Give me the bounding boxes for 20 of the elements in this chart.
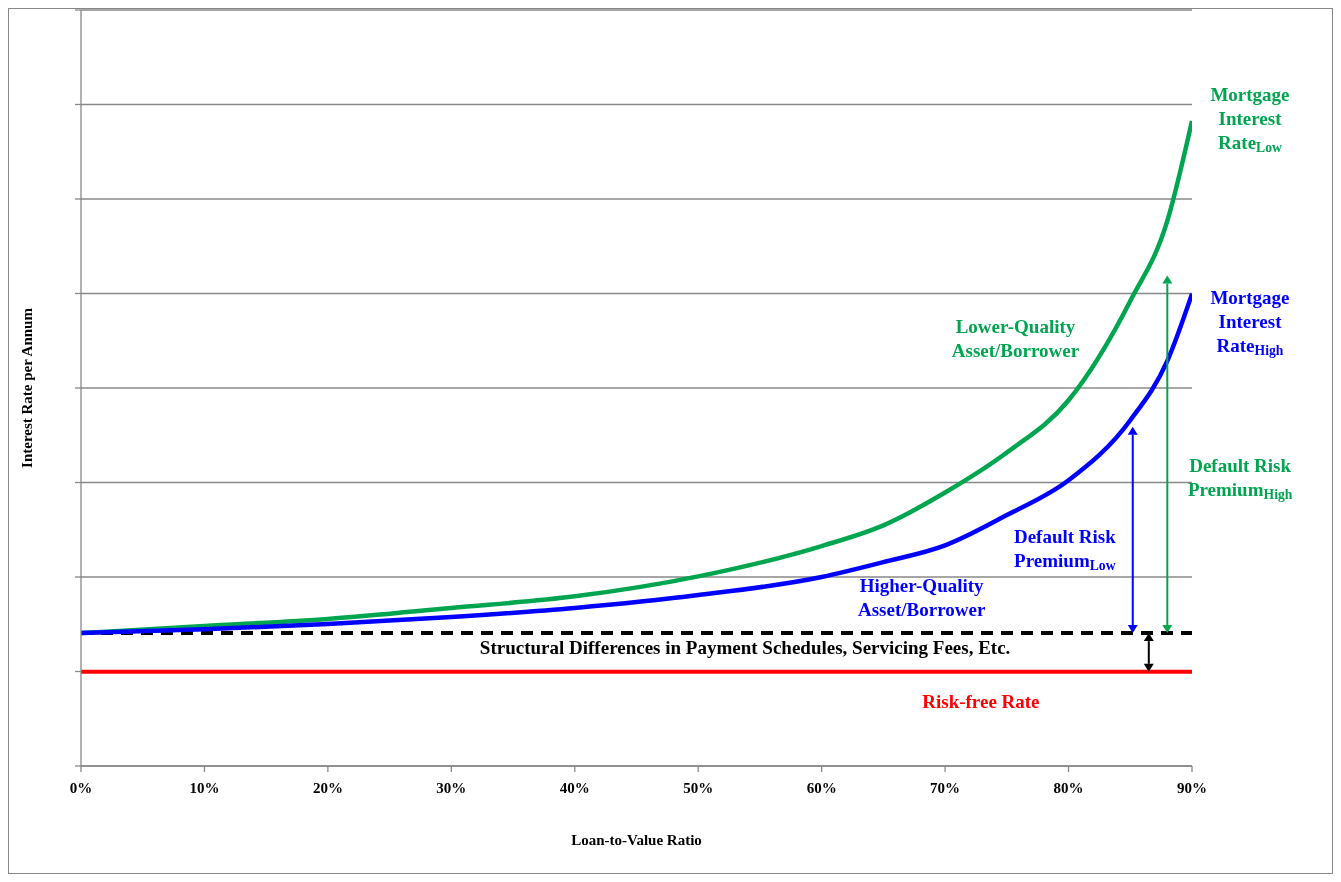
- annotation: Higher-Quality Asset/Borrower: [857, 575, 986, 621]
- x-axis-title: Loan-to-Value Ratio: [571, 832, 702, 848]
- x-tick-label: 80%: [1053, 779, 1084, 796]
- annotation: Lower-Quality Asset/Borrower: [951, 316, 1080, 362]
- x-tick-label: 40%: [559, 779, 590, 796]
- x-tick-label: 60%: [806, 779, 837, 796]
- y-axis-title: Interest Rate per Annum: [19, 307, 36, 468]
- series-label: Mortgage Interest Rate$_{Low}$: [1210, 84, 1290, 155]
- x-tick-label: 70%: [930, 779, 961, 796]
- x-tick-label: 50%: [683, 779, 714, 796]
- annotation: Default Risk Premium$_{Low}$: [1013, 525, 1117, 573]
- x-tick-label: 20%: [312, 779, 343, 796]
- series-label: Mortgage Interest Rate$_{High}$: [1210, 287, 1290, 358]
- ref-line-label: Risk-free Rate: [922, 691, 1040, 713]
- x-tick-label: 90%: [1177, 779, 1207, 796]
- x-tick-label: 0%: [69, 779, 93, 796]
- x-tick-label: 30%: [436, 779, 467, 796]
- annotation: Structural Differences in Payment Schedules, Servicing Fees, Etc.: [479, 637, 1011, 659]
- x-tick-label: 10%: [189, 779, 220, 796]
- annotation: Default Risk Premium$_{High}$: [1187, 455, 1293, 502]
